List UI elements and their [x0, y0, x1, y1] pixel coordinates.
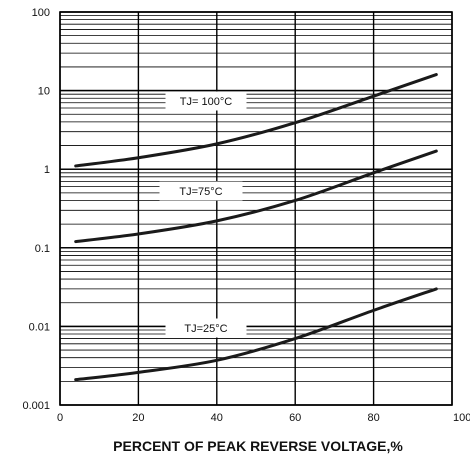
y-tick-label: 1: [44, 164, 50, 176]
curve-label-box: [165, 318, 247, 338]
x-tick-label: 60: [289, 412, 301, 424]
series-line-2: [74, 287, 438, 382]
x-tick-label: 20: [132, 412, 144, 424]
y-tick-label: 0.01: [29, 321, 50, 333]
x-axis-label: PERCENT OF PEAK REVERSE VOLTAGE,%: [113, 438, 403, 454]
curve-label-box: [159, 181, 243, 201]
curve-labels: TJ= 100°C TJ=75°C TJ=25°C: [159, 91, 247, 338]
x-tick-labels: 0 20 40 60 80 100: [57, 412, 470, 424]
y-tick-label: 10: [38, 86, 50, 98]
x-tick-label: 0: [57, 412, 63, 424]
curve-label: TJ= 100°C: [180, 96, 232, 108]
y-tick-label: 0.001: [22, 400, 50, 412]
axes-frame: [59, 11, 453, 406]
x-tick-label: 100: [453, 412, 470, 424]
series-line-0: [74, 73, 438, 168]
curve-label: TJ=75°C: [179, 186, 222, 198]
y-tick-labels: 0.001 0.01 0.1 1 10 100: [22, 7, 50, 412]
x-tick-label: 80: [367, 412, 379, 424]
y-tick-label: 100: [32, 7, 50, 19]
series-line-1: [74, 149, 438, 244]
curve-label: TJ=25°C: [184, 323, 227, 335]
curves: [74, 73, 438, 382]
x-tick-label: 40: [211, 412, 223, 424]
plot-frame: [59, 11, 453, 406]
y-tick-label: 0.1: [35, 243, 50, 255]
curve-label-box: [165, 91, 247, 111]
